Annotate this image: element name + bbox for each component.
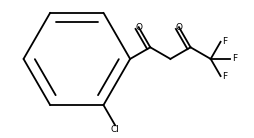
Text: F: F xyxy=(222,37,227,46)
Text: O: O xyxy=(135,23,142,32)
Text: O: O xyxy=(176,23,182,32)
Text: F: F xyxy=(222,71,227,81)
Text: Cl: Cl xyxy=(111,125,120,134)
Text: F: F xyxy=(232,54,237,63)
